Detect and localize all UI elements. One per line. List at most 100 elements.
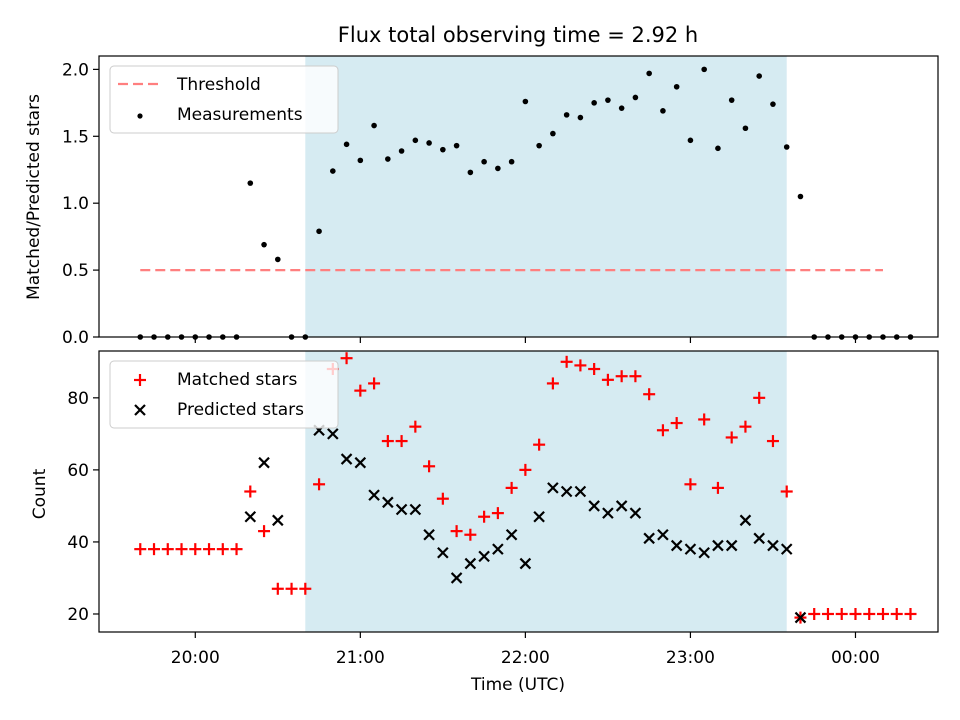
measurement-point bbox=[770, 101, 776, 107]
predicted-stars-point bbox=[767, 539, 779, 552]
bottom-plot-frame bbox=[98, 350, 939, 633]
predicted-stars-point bbox=[382, 496, 394, 509]
matched-stars-point bbox=[299, 582, 312, 595]
matched-stars-point bbox=[368, 377, 381, 390]
measurement-points bbox=[137, 66, 914, 340]
measurement-point bbox=[701, 66, 707, 73]
measurement-point bbox=[385, 156, 391, 162]
predicted-stars-point bbox=[629, 507, 642, 519]
matched-stars-legend-label: Matched stars bbox=[177, 370, 297, 390]
measurement-point bbox=[426, 140, 432, 146]
measurement-point bbox=[728, 97, 735, 103]
measurement-point bbox=[508, 158, 515, 165]
predicted-stars-point bbox=[684, 543, 697, 555]
predicted-stars-point bbox=[698, 546, 710, 559]
top-panel: 0.00.51.01.52.0 Matched/Predicted stars … bbox=[24, 55, 939, 348]
measurement-point bbox=[673, 83, 680, 90]
predicted-stars-point bbox=[657, 528, 669, 541]
matched-stars-point bbox=[450, 525, 463, 538]
matched-stars-legend-swatch bbox=[134, 374, 146, 386]
measurement-point bbox=[605, 97, 611, 103]
y-tick-label: 20 bbox=[67, 605, 89, 625]
matched-stars-point bbox=[698, 413, 711, 426]
matched-stars-point bbox=[381, 435, 394, 448]
predicted-stars-point bbox=[725, 539, 738, 552]
y-tick-label: 0.0 bbox=[62, 328, 89, 348]
predicted-stars-point bbox=[478, 550, 490, 563]
predicted-stars-point bbox=[340, 453, 353, 465]
matched-stars-point bbox=[505, 481, 518, 494]
matched-stars-point bbox=[725, 431, 738, 444]
matched-stars-point bbox=[230, 543, 243, 556]
measurement-point bbox=[316, 228, 322, 235]
matched-stars-point bbox=[876, 607, 889, 620]
measurement-point bbox=[756, 73, 762, 79]
predicted-stars-point bbox=[547, 482, 559, 494]
y-tick-label: 1.0 bbox=[62, 194, 89, 214]
predicted-stars-legend-label: Predicted stars bbox=[177, 400, 304, 420]
predicted-stars-point bbox=[753, 532, 765, 545]
matched-stars-point bbox=[808, 607, 821, 620]
measurement-point bbox=[783, 144, 790, 150]
measurement-point bbox=[481, 158, 487, 165]
x-axis-label: Time (UTC) bbox=[470, 675, 565, 695]
measurement-point bbox=[357, 157, 364, 164]
predicted-stars-point bbox=[643, 532, 655, 545]
top-x-ticks bbox=[194, 337, 857, 343]
measurements-legend-swatch bbox=[137, 113, 143, 119]
measurement-point bbox=[632, 94, 639, 101]
measurement-point bbox=[577, 114, 584, 121]
predicted-stars-point bbox=[533, 510, 545, 523]
matched-stars-point bbox=[464, 528, 477, 541]
matched-stars-point bbox=[821, 607, 834, 620]
predicted-stars-point bbox=[739, 514, 752, 527]
predicted-stars-point bbox=[327, 428, 339, 440]
predicted-stars-point bbox=[464, 557, 477, 570]
y-tick-label: 40 bbox=[67, 533, 89, 553]
bottom-panel: 20 40 60 80 20:00 21:00 22:00 23:00 00:00 Count… bbox=[30, 350, 939, 695]
matched-stars-point bbox=[601, 373, 614, 386]
y-tick-label: 1.5 bbox=[62, 127, 89, 147]
y-tick-label: 60 bbox=[67, 461, 89, 481]
matched-stars-point bbox=[423, 460, 436, 473]
predicted-stars-point bbox=[519, 557, 532, 570]
matched-stars-point bbox=[574, 359, 587, 372]
threshold-legend-label: Threshold bbox=[176, 75, 261, 95]
measurement-point bbox=[275, 256, 281, 263]
matched-stars-point bbox=[753, 391, 766, 404]
predicted-stars-point bbox=[423, 528, 435, 541]
measurement-point bbox=[715, 145, 721, 152]
predicted-stars-point bbox=[794, 611, 807, 624]
measurement-point bbox=[412, 137, 419, 144]
predicted-stars-point bbox=[244, 510, 257, 523]
matched-stars-point bbox=[175, 543, 188, 556]
matched-stars-point bbox=[629, 370, 642, 383]
matched-stars-point bbox=[615, 370, 628, 383]
matched-stars-point bbox=[656, 424, 669, 437]
measurement-point bbox=[522, 98, 529, 105]
matched-stars-point bbox=[904, 607, 917, 620]
matched-stars-point bbox=[643, 388, 656, 401]
top-y-axis-label: Matched/Predicted stars bbox=[24, 94, 44, 300]
measurement-point bbox=[261, 241, 267, 248]
predicted-stars-point bbox=[615, 500, 628, 512]
matched-stars-point bbox=[478, 510, 491, 523]
y-tick-label: 80 bbox=[67, 389, 89, 409]
top-y-ticks: 0.0 0.5 1.0 1.5 2.0 bbox=[62, 60, 99, 348]
measurement-point bbox=[440, 146, 446, 153]
matched-stars-point bbox=[863, 607, 876, 620]
bottom-y-ticks: 20 40 60 80 bbox=[67, 389, 99, 625]
count-points bbox=[134, 352, 917, 624]
x-tick-label: 21:00 bbox=[336, 648, 385, 668]
predicted-stars-point bbox=[368, 489, 380, 501]
predicted-stars-point bbox=[712, 539, 724, 552]
matched-stars-point bbox=[134, 543, 147, 556]
measurement-point bbox=[687, 137, 694, 144]
predicted-stars-point bbox=[258, 456, 270, 469]
matched-stars-point bbox=[354, 384, 367, 397]
measurements-legend-label: Measurements bbox=[177, 105, 303, 125]
matched-stars-point bbox=[313, 478, 326, 491]
measurement-point bbox=[797, 193, 804, 200]
matched-stars-point bbox=[340, 352, 353, 365]
matched-stars-point bbox=[203, 543, 216, 556]
